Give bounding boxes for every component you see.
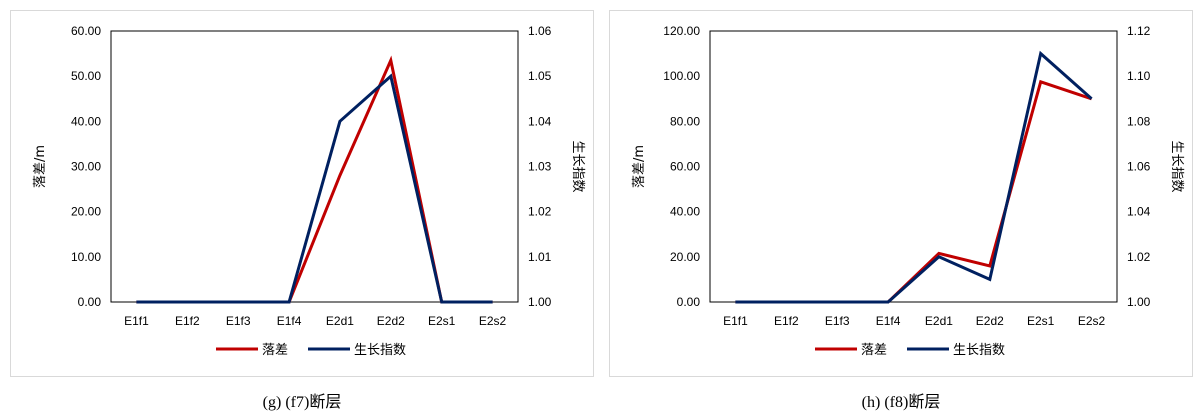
y-left-tick-label: 60.00: [670, 160, 700, 174]
x-tick-label: E2d2: [976, 314, 1004, 328]
y-right-tick-label: 1.00: [1127, 295, 1151, 309]
y-right-tick-label: 1.06: [528, 24, 552, 38]
legend-label-1: 落差: [262, 343, 288, 358]
y-right-tick-label: 1.06: [1127, 160, 1151, 174]
plot-area-frame: [110, 30, 519, 303]
chart-panel-g: 0.00 10.00 20.00 30.00 40.00 50.00 60.00 1.00 1.…: [10, 10, 594, 377]
y-right-axis-title: 生长指数: [1169, 140, 1184, 192]
series-line-1: [735, 79, 1093, 304]
y-right-tick-label: 1.02: [1127, 250, 1151, 264]
x-tick-label: E2s2: [479, 314, 507, 328]
y-right-tick-label: 1.12: [1127, 24, 1151, 38]
y-left-axis-title: 落差/m: [632, 145, 647, 188]
x-tick-label: E1f4: [277, 314, 302, 328]
legend-label-2: 生长指数: [354, 343, 406, 358]
x-tick-label: E1f1: [723, 314, 748, 328]
y-right-axis-title: 生长指数: [570, 140, 585, 192]
y-left-tick-label: 20.00: [71, 205, 101, 219]
x-tick-label: E1f1: [124, 314, 149, 328]
y-left-tick-label: 30.00: [71, 160, 101, 174]
y-right-tick-label: 1.10: [1127, 69, 1151, 83]
y-left-tick-label: 40.00: [71, 114, 101, 128]
y-left-tick-label: 50.00: [71, 69, 101, 83]
x-tick-label: E1f3: [226, 314, 251, 328]
plot-area-frame: [709, 30, 1118, 303]
y-right-tick-label: 1.04: [1127, 205, 1151, 219]
y-left-tick-label: 0.00: [677, 295, 701, 309]
y-right-tick-label: 1.04: [528, 114, 552, 128]
chart-svg-h: 0.00 20.00 40.00 60.00 80.00 100.00 120.00 1.00…: [632, 24, 1184, 358]
y-left-axis-title: 落差/m: [33, 145, 48, 188]
chart-caption-g: (g) (f7)断层: [262, 394, 342, 411]
chart-svg-g: 0.00 10.00 20.00 30.00 40.00 50.00 60.00 1.00 1.…: [33, 24, 585, 358]
legend-label-1: 落差: [861, 343, 887, 358]
x-tick-label: E1f2: [175, 314, 200, 328]
x-tick-label: E2s2: [1078, 314, 1106, 328]
y-left-tick-label: 120.00: [663, 24, 700, 38]
y-left-tick-label: 80.00: [670, 114, 700, 128]
x-tick-label: E1f3: [825, 314, 850, 328]
series-line-2: [136, 73, 493, 304]
chart-caption-h: (h) (f8)断层: [861, 394, 941, 411]
y-right-tick-label: 1.02: [528, 205, 552, 219]
y-left-tick-label: 20.00: [670, 250, 700, 264]
x-tick-label: E2d1: [326, 314, 354, 328]
chart-panel-h: 0.00 20.00 40.00 60.00 80.00 100.00 120.00 1.00…: [609, 10, 1193, 377]
series-line-2: [735, 50, 1093, 304]
y-right-tick-label: 1.08: [1127, 114, 1151, 128]
y-right-tick-label: 1.03: [528, 160, 552, 174]
y-left-tick-label: 40.00: [670, 205, 700, 219]
x-tick-label: E2d2: [377, 314, 405, 328]
y-left-tick-label: 0.00: [78, 295, 102, 309]
legend-label-2: 生长指数: [953, 343, 1005, 358]
x-tick-label: E1f2: [774, 314, 799, 328]
x-tick-label: E2s1: [428, 314, 456, 328]
x-tick-label: E2d1: [925, 314, 953, 328]
y-left-tick-label: 100.00: [663, 69, 700, 83]
x-tick-label: E2s1: [1027, 314, 1055, 328]
x-tick-label: E1f4: [876, 314, 901, 328]
y-right-tick-label: 1.00: [528, 295, 552, 309]
y-left-tick-label: 60.00: [71, 24, 101, 38]
series-line-1: [136, 55, 493, 304]
y-left-tick-label: 10.00: [71, 250, 101, 264]
y-right-tick-label: 1.01: [528, 250, 552, 264]
y-right-tick-label: 1.05: [528, 69, 552, 83]
